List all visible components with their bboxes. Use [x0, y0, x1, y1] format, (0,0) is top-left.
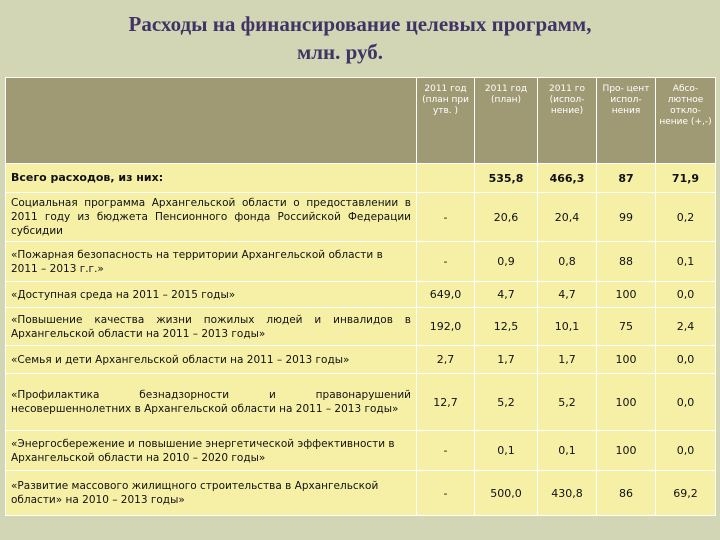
table-cell: 2,7 — [416, 345, 475, 374]
table-cell: 5,2 — [474, 373, 538, 431]
table-row: «Повышение качества жизни пожилых людей … — [5, 307, 716, 346]
table-cell: 2,4 — [655, 307, 716, 346]
title-line-1: Расходы на финансирование целевых програ… — [128, 12, 592, 36]
total-cell — [416, 163, 475, 193]
table-cell: 1,7 — [474, 345, 538, 374]
page-title: Расходы на финансирование целевых програ… — [0, 10, 720, 66]
table-cell: 0,0 — [655, 281, 716, 308]
header-plan-approved: 2011 год (план при утв. ) — [416, 77, 475, 164]
table-cell: - — [416, 241, 475, 282]
table-cell: 0,1 — [655, 241, 716, 282]
table-cell: 0,0 — [655, 373, 716, 431]
table-cell: 69,2 — [655, 470, 716, 516]
program-name: «Семья и дети Архангельской области на 2… — [5, 345, 417, 374]
table-row: «Энергосбережение и повышение энергетиче… — [5, 430, 716, 471]
total-cell: 71,9 — [655, 163, 716, 193]
table-cell: 100 — [596, 345, 656, 374]
table-header-row: 2011 год (план при утв. ) 2011 год (план… — [5, 77, 716, 164]
table-cell: 5,2 — [537, 373, 597, 431]
program-name: «Пожарная безопасность на территории Арх… — [5, 241, 417, 282]
table-row: «Профилактика безнадзорности и правонару… — [5, 373, 716, 431]
table-cell: 100 — [596, 430, 656, 471]
table-cell: 4,7 — [537, 281, 597, 308]
table-cell: 4,7 — [474, 281, 538, 308]
table-row-total: Всего расходов, из них: 535,8 466,3 87 7… — [5, 163, 716, 193]
program-name: «Развитие массового жилищного строительс… — [5, 470, 417, 516]
table-cell: 0,1 — [537, 430, 597, 471]
table-row: «Развитие массового жилищного строительс… — [5, 470, 716, 516]
table-cell: 10,1 — [537, 307, 597, 346]
table-cell: 500,0 — [474, 470, 538, 516]
table-cell: - — [416, 192, 475, 242]
program-name: «Профилактика безнадзорности и правонару… — [5, 373, 417, 431]
program-name: «Повышение качества жизни пожилых людей … — [5, 307, 417, 346]
header-blank — [5, 77, 417, 164]
total-cell: 466,3 — [537, 163, 597, 193]
table-cell: 75 — [596, 307, 656, 346]
program-name: «Энергосбережение и повышение энергетиче… — [5, 430, 417, 471]
table-cell: 100 — [596, 281, 656, 308]
header-percent: Про- цент испол- нения — [596, 77, 656, 164]
table-row: «Доступная среда на 2011 – 2015 годы» 64… — [5, 281, 716, 308]
table-cell: 1,7 — [537, 345, 597, 374]
header-execution: 2011 го (испол- нение) — [537, 77, 597, 164]
table-cell: 0,2 — [655, 192, 716, 242]
table-cell: 12,5 — [474, 307, 538, 346]
table-row: «Семья и дети Архангельской области на 2… — [5, 345, 716, 374]
table-cell: 20,6 — [474, 192, 538, 242]
table-cell: 0,0 — [655, 345, 716, 374]
table-cell: 20,4 — [537, 192, 597, 242]
table-row: Социальная программа Архангельской облас… — [5, 192, 716, 242]
table-row: «Пожарная безопасность на территории Арх… — [5, 241, 716, 282]
table-cell: 100 — [596, 373, 656, 431]
table-cell: 0,0 — [655, 430, 716, 471]
table-cell: 88 — [596, 241, 656, 282]
header-deviation: Абсо- лютное откло- нение (+,-) — [655, 77, 716, 164]
programs-table: 2011 год (план при утв. ) 2011 год (план… — [5, 77, 716, 516]
table-cell: 86 — [596, 470, 656, 516]
table-cell: - — [416, 470, 475, 516]
header-plan: 2011 год (план) — [474, 77, 538, 164]
program-name: «Доступная среда на 2011 – 2015 годы» — [5, 281, 417, 308]
table-cell: 99 — [596, 192, 656, 242]
table-cell: 0,8 — [537, 241, 597, 282]
table-cell: 649,0 — [416, 281, 475, 308]
title-line-2: млн. руб. — [296, 40, 384, 64]
total-cell: 535,8 — [474, 163, 538, 193]
table-cell: 192,0 — [416, 307, 475, 346]
table-cell: 0,9 — [474, 241, 538, 282]
total-cell: 87 — [596, 163, 656, 193]
table-cell: 430,8 — [537, 470, 597, 516]
program-name: Социальная программа Архангельской облас… — [5, 192, 417, 242]
table-cell: 0,1 — [474, 430, 538, 471]
table-cell: - — [416, 430, 475, 471]
table-cell: 12,7 — [416, 373, 475, 431]
total-label: Всего расходов, из них: — [5, 163, 417, 193]
